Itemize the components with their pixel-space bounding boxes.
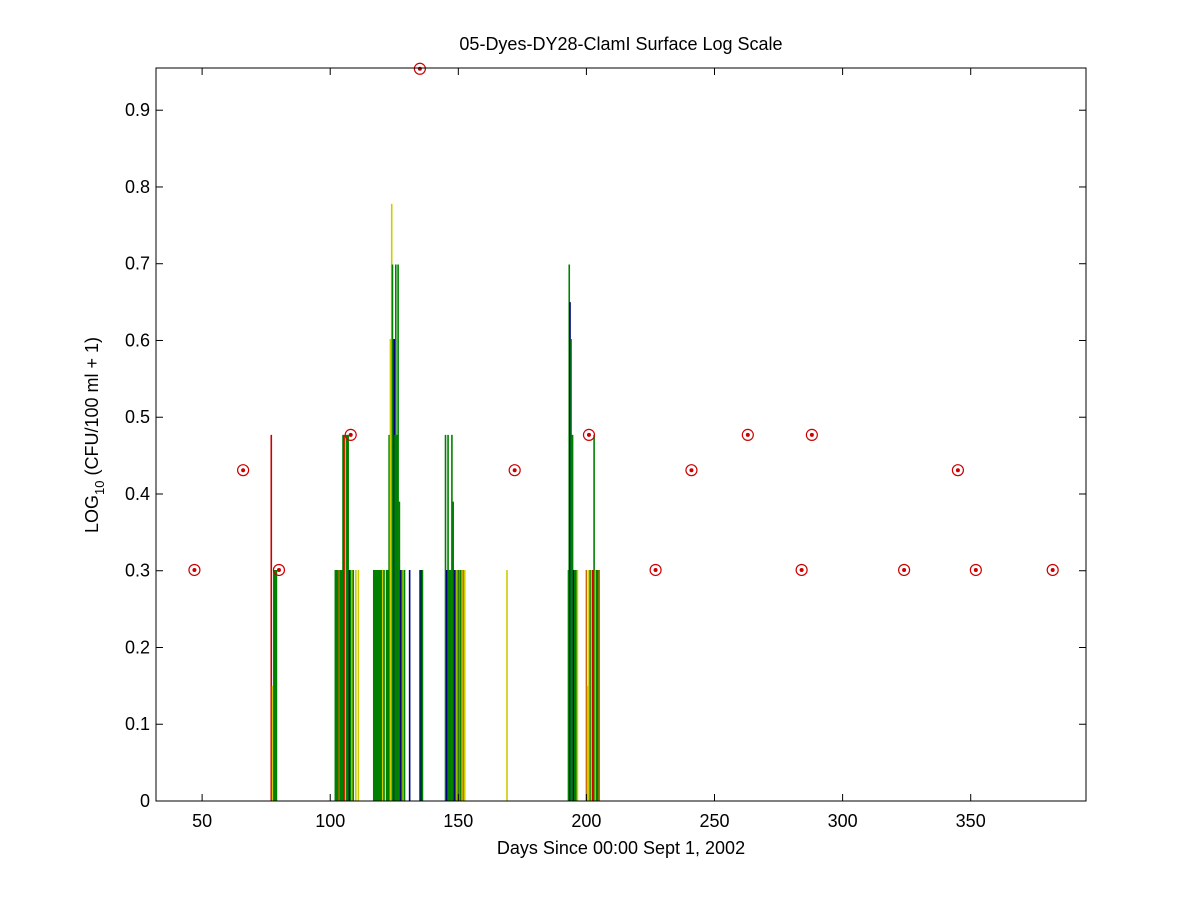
data-point	[188, 563, 201, 577]
data-point	[897, 563, 911, 577]
data-point-ring	[1046, 563, 1059, 577]
data-point-dot	[955, 468, 960, 473]
data-point-dot	[348, 432, 353, 437]
data-point-dot	[689, 468, 694, 473]
y-axis-label-suffix: (CFU/100 ml + 1)	[82, 337, 102, 481]
y-tick-label: 0	[140, 791, 150, 811]
data-point	[582, 428, 596, 441]
data-point-ring	[344, 428, 357, 441]
x-axis-label: Days Since 00:00 Sept 1, 2002	[497, 838, 745, 858]
data-point	[805, 428, 818, 441]
data-point-dot	[745, 432, 750, 437]
data-point-dot	[417, 66, 422, 71]
bars-layer	[270, 203, 601, 801]
y-axis-label-subscript: 10	[92, 481, 107, 495]
x-tick-label: 350	[956, 811, 986, 831]
data-point	[951, 464, 965, 477]
y-axis-label-prefix: LOG	[82, 495, 102, 533]
data-point-ring	[795, 563, 808, 577]
data-point-dot	[241, 468, 246, 473]
points-layer	[188, 62, 1059, 577]
x-tick-label: 250	[699, 811, 729, 831]
x-tick-label: 50	[192, 811, 212, 831]
data-point-dot	[1050, 567, 1055, 572]
data-point-ring	[188, 563, 201, 577]
data-point-ring	[969, 563, 982, 577]
y-tick-label: 0.6	[125, 330, 150, 350]
y-tick-label: 0.8	[125, 177, 150, 197]
y-tick-label: 0.9	[125, 100, 150, 120]
data-point-dot	[973, 567, 978, 572]
data-point-dot	[586, 432, 591, 437]
x-tick-label: 100	[315, 811, 345, 831]
data-point-dot	[902, 567, 907, 572]
data-point	[344, 428, 357, 441]
data-point	[272, 563, 286, 577]
y-tick-label: 0.2	[125, 637, 150, 657]
data-point-ring	[951, 464, 965, 477]
data-point	[685, 464, 698, 477]
data-point-dot	[809, 432, 814, 437]
data-point-ring	[897, 563, 911, 577]
data-point-dot	[192, 567, 197, 572]
data-point	[649, 563, 662, 577]
data-point	[969, 563, 982, 577]
data-point-dot	[512, 468, 517, 473]
x-tick-label: 300	[828, 811, 858, 831]
data-point-ring	[685, 464, 698, 477]
data-point-dot	[653, 567, 658, 572]
x-tick-label: 150	[443, 811, 473, 831]
data-point-ring	[649, 563, 662, 577]
data-point-ring	[508, 464, 521, 477]
data-point-dot	[276, 567, 281, 572]
x-tick-label: 200	[571, 811, 601, 831]
data-point-ring	[237, 464, 250, 477]
y-axis-label: LOG10 (CFU/100 ml + 1)	[82, 337, 107, 533]
data-point-ring	[272, 563, 286, 577]
y-tick-label: 0.7	[125, 254, 150, 274]
data-point-ring	[413, 62, 426, 75]
data-point-ring	[741, 428, 754, 441]
data-point	[237, 464, 250, 477]
y-tick-label: 0.5	[125, 407, 150, 427]
data-point-ring	[582, 428, 596, 441]
ticks-layer: 50 100 150 200 250 300 350 0 0.1 0.2 0.3 0.4 0.5 0.6 0…	[125, 68, 1086, 831]
plot-frame	[155, 67, 1087, 802]
data-point	[741, 428, 754, 441]
chart-title: 05-Dyes-DY28-ClamI Surface Log Scale	[459, 34, 782, 54]
data-point-dot	[799, 567, 804, 572]
data-point	[795, 563, 808, 577]
data-point-ring	[805, 428, 818, 441]
y-tick-label: 0.3	[125, 561, 150, 581]
data-point	[508, 464, 521, 477]
y-tick-label: 0.4	[125, 484, 150, 504]
data-point	[1046, 563, 1059, 577]
y-tick-label: 0.1	[125, 714, 150, 734]
